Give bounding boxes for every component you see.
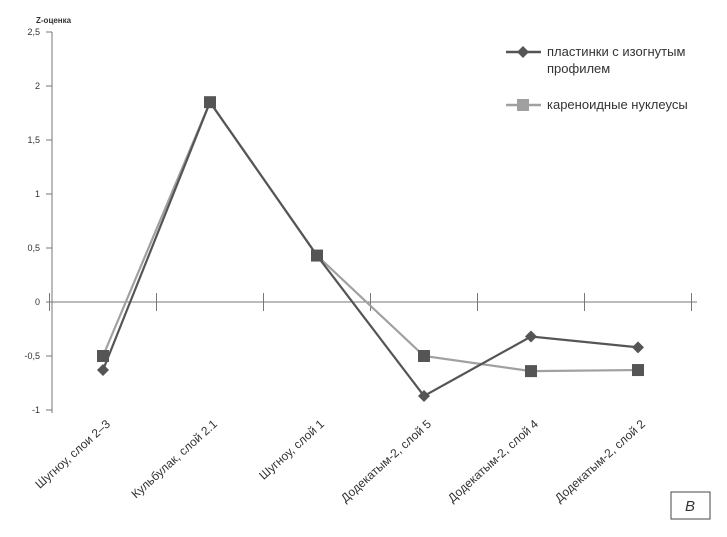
category-label: Додекатым-2, слой 4 xyxy=(445,417,541,506)
category-label: Кульбулак, слой 2.1 xyxy=(129,417,221,502)
diamond-marker xyxy=(632,341,644,354)
series-line xyxy=(101,99,639,398)
category-labels: Шугноу, слои 2–3 Кульбулак, слой 2.1 Шугно… xyxy=(32,417,648,506)
legend: пластинки с изогнутым профилем кареноидные… xyxy=(506,44,688,112)
legend-square-icon xyxy=(517,99,529,111)
legend-label: кареноидные нуклеусы xyxy=(547,97,688,112)
series-markers xyxy=(97,96,644,402)
category-label: Шугноу, слой 1 xyxy=(256,417,327,483)
panel-label-box xyxy=(670,491,711,520)
category-label: Шугноу, слои 2–3 xyxy=(32,417,113,492)
legend-label: профилем xyxy=(547,61,610,76)
y-tick-label: -0,5 xyxy=(24,351,40,361)
category-label: Додекатым-2, слой 5 xyxy=(338,417,434,506)
series-line xyxy=(101,99,639,373)
square-marker xyxy=(418,350,430,362)
y-tick-label: 1 xyxy=(35,189,40,199)
diamond-marker xyxy=(525,330,537,343)
square-marker xyxy=(97,350,109,362)
square-marker xyxy=(632,364,644,377)
diamond-marker xyxy=(418,389,430,402)
y-ticks: 2,5 2 1,5 1 0,5 0 -0,5 -1 xyxy=(24,27,52,415)
legend-label: пластинки с изогнутым xyxy=(547,44,685,59)
y-tick-label: 0 xyxy=(35,297,40,307)
diamond-marker xyxy=(311,249,323,262)
diamond-marker xyxy=(97,364,109,377)
y-tick-label: 2,5 xyxy=(27,27,40,37)
diamond-marker xyxy=(204,96,216,109)
legend-diamond-icon xyxy=(517,46,529,58)
y-axis-label: Z-оценка xyxy=(36,16,72,25)
series-lines xyxy=(101,99,639,398)
y-tick-label: 2 xyxy=(35,81,40,91)
category-label: Додекатым-2, слой 2 xyxy=(552,417,648,506)
panel-label: В xyxy=(685,498,695,515)
square-marker xyxy=(525,365,537,378)
y-tick-label: 0,5 xyxy=(27,243,40,253)
y-tick-label: -1 xyxy=(32,405,40,415)
x-ticks xyxy=(49,293,692,311)
y-tick-label: 1,5 xyxy=(27,135,40,145)
